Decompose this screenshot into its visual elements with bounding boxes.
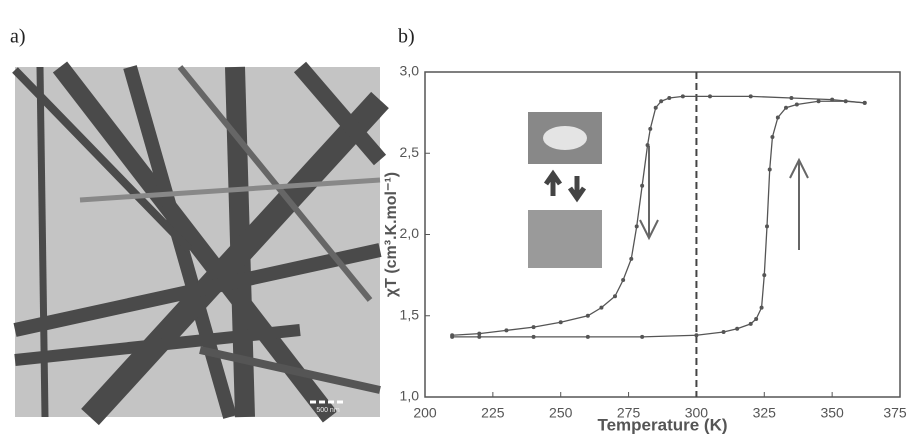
scale-bar-label: 500 nm [316, 407, 340, 414]
data-point [585, 313, 590, 318]
data-point [640, 334, 645, 339]
data-point [477, 331, 482, 336]
data-point [645, 143, 650, 148]
y-axis-label: χT (cm³.K.mol⁻¹) [383, 172, 400, 297]
x-tick-label: 200 [413, 405, 437, 421]
data-point [770, 135, 775, 139]
data-point [629, 256, 634, 261]
data-point [653, 105, 658, 110]
data-point [775, 115, 780, 120]
chart [424, 71, 901, 398]
y-tick-label: 2,5 [400, 144, 420, 160]
x-tick-label: 375 [883, 405, 907, 421]
heating-arrow [789, 157, 809, 250]
data-point [735, 326, 740, 331]
panel-label: a) [10, 26, 26, 48]
series-line [452, 100, 865, 338]
data-point [759, 305, 764, 310]
x-tick-label: 225 [481, 405, 505, 421]
inset-photos [528, 112, 602, 268]
x-tick-label: 275 [617, 405, 641, 421]
y-tick-label: 3,0 [400, 63, 420, 79]
data-point [531, 325, 536, 330]
data-point [767, 167, 772, 172]
tem-image: 500 nm [12, 61, 389, 426]
data-point [640, 183, 645, 188]
data-point [504, 328, 509, 333]
data-point [843, 99, 848, 104]
data-point [762, 273, 767, 278]
data-point [754, 317, 759, 321]
data-point [748, 321, 753, 326]
series-line [452, 95, 865, 336]
data-point [789, 96, 794, 100]
x-tick-label: 250 [549, 405, 573, 421]
data-point [680, 94, 685, 99]
x-tick-label: 350 [820, 405, 844, 421]
data-point [694, 333, 699, 338]
data-point [621, 278, 626, 282]
data-point [816, 99, 821, 104]
cooling-arrow [639, 146, 659, 241]
data-point [708, 94, 712, 99]
data-point [748, 94, 753, 99]
data-point [862, 100, 867, 105]
panel-label: b) [398, 26, 415, 48]
data-point [667, 96, 672, 100]
y-tick-label: 1,5 [400, 306, 420, 322]
data-point [648, 126, 653, 131]
data-point [558, 320, 563, 325]
data-point [765, 224, 769, 229]
data-point [613, 294, 617, 299]
data-point [450, 334, 455, 339]
data-point [585, 334, 590, 339]
x-tick-label: 325 [753, 405, 777, 421]
data-point [634, 224, 639, 229]
data-point [721, 330, 726, 334]
data-point [531, 334, 536, 339]
data-point [794, 102, 799, 107]
x-tick-label: 300 [685, 405, 709, 421]
data-point [659, 99, 664, 104]
data-point [599, 305, 604, 310]
y-tick-label: 2,0 [400, 225, 420, 241]
data-point [477, 334, 482, 339]
data-point [784, 105, 788, 110]
x-axis-label: Temperature (K) [597, 415, 727, 434]
y-tick-label: 1,0 [400, 388, 420, 404]
